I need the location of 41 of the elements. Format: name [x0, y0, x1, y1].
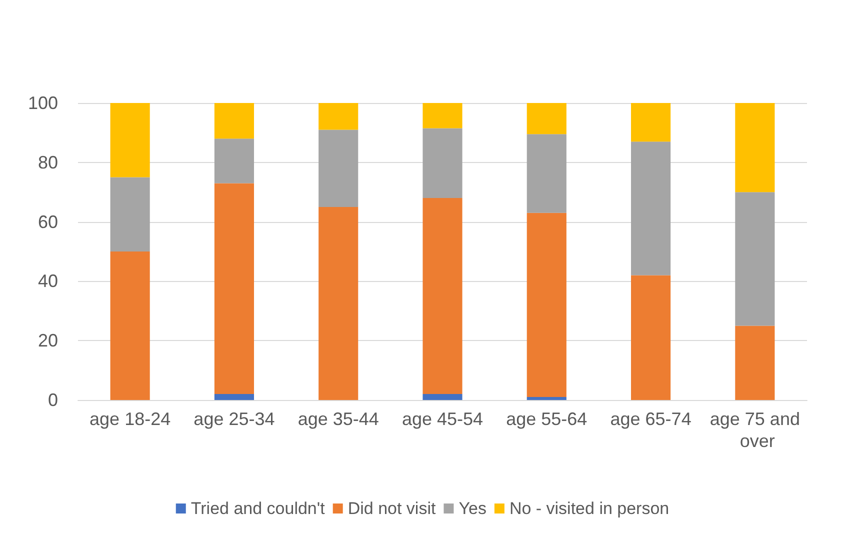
bar [214, 103, 254, 139]
bar [318, 130, 358, 207]
bar [214, 394, 254, 400]
bar [526, 103, 566, 134]
y-tick-label: 80 [38, 152, 58, 172]
y-tick-label: 20 [38, 330, 58, 351]
bar [631, 142, 671, 276]
bar [526, 134, 566, 213]
x-tick-label: age 75 and over [710, 409, 800, 451]
bar [214, 183, 254, 394]
x-tick-label: age 18-24 [90, 409, 171, 429]
bar [110, 177, 150, 252]
bar [631, 103, 671, 142]
bar [318, 206, 358, 400]
y-tick-label: 60 [38, 212, 58, 232]
bar [526, 397, 566, 400]
y-tick-label: 0 [48, 390, 58, 410]
legend-label: Did not visit [348, 499, 436, 518]
x-tick-label: age 25-34 [194, 409, 275, 429]
bar [318, 103, 358, 130]
bar [422, 394, 462, 400]
bar [110, 252, 150, 400]
x-tick-label: age 35-44 [298, 409, 379, 429]
x-tick-label: age 65-74 [610, 409, 692, 429]
bar [422, 128, 462, 198]
legend-label: No - visited in person [509, 499, 670, 518]
bar [631, 275, 671, 400]
bar [735, 326, 775, 400]
bar [422, 103, 462, 128]
x-tick-label: age 55-64 [506, 409, 588, 429]
bar [214, 138, 254, 184]
bar [735, 192, 775, 326]
bar [422, 198, 462, 394]
bar [735, 103, 775, 192]
y-tick-label: 40 [38, 271, 58, 292]
legend-label: Tried and couldn't [190, 499, 326, 518]
bar [526, 212, 566, 398]
bar [110, 103, 150, 178]
x-tick-label: age 45-54 [402, 409, 484, 429]
y-tick-label: 100 [28, 93, 58, 113]
legend-label: Yes [458, 499, 486, 518]
